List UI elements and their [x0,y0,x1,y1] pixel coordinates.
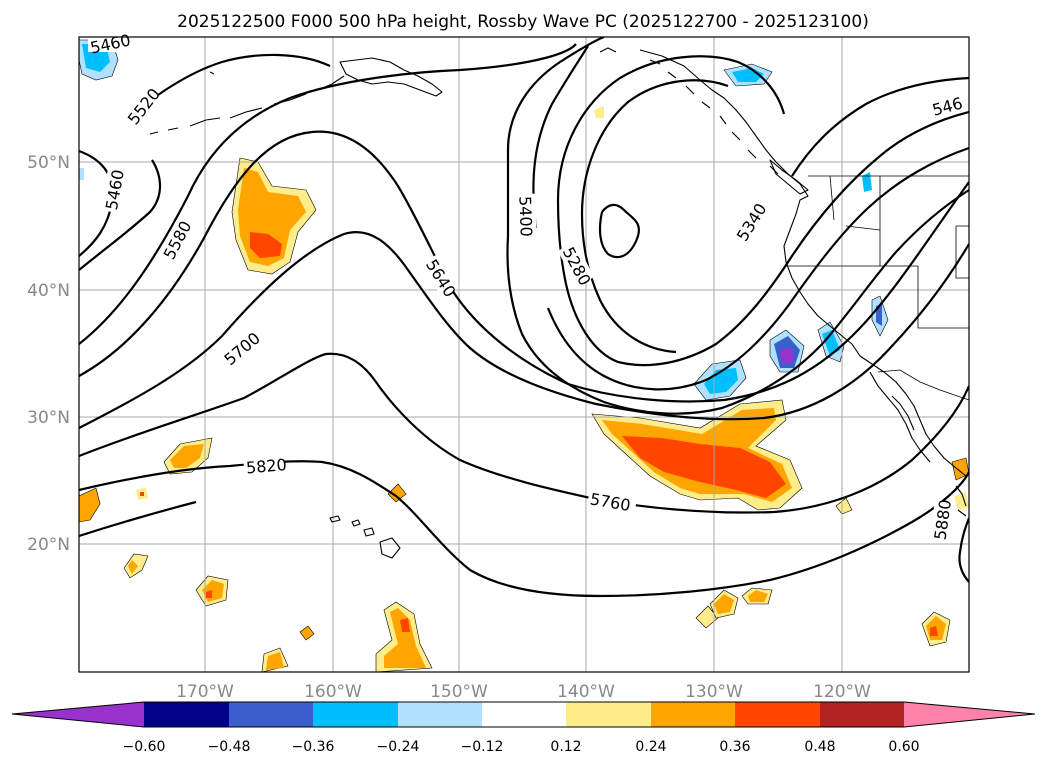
positive-anomaly-small-13 [835,497,853,515]
positive-anomaly-small-16 [594,106,604,118]
colorbar-swatch [735,702,820,727]
positive-anomaly-small-4 [387,483,407,503]
positive-anomaly-subtropical-core [622,436,786,498]
baja-coast [869,371,931,463]
positive-anomaly-small-5-core [128,560,138,574]
colorbar-tick-label: −0.12 [461,739,504,755]
negative-anomaly-7 [79,168,84,180]
positive-anomaly-aleutian-core [250,232,282,258]
gulf-of-alaska-coast [639,49,967,477]
positive-anomaly-small-12-core [748,590,768,602]
colorbar-tick-label: 0.12 [550,739,581,755]
positive-anomaly-small-6-dot [206,590,212,598]
colorbar-tick-label: 0.24 [635,739,666,755]
vancouver-island [769,159,809,195]
contour-inner-loop [598,203,640,259]
contour-5340 [556,55,969,367]
contour-5880-edge [79,500,969,583]
contour-5760 [79,352,969,514]
aleutian-islands [149,71,345,135]
lat-label-20n: 20°N [27,535,70,555]
colorbar-outline [11,701,1036,728]
state-borders [786,175,969,329]
negative-anomaly-3-core [822,330,840,356]
positive-anomaly-small-8-dot [400,618,410,632]
lon-label-120w: 120°W [813,682,871,702]
colorbar-swatch [482,702,566,727]
contour-label-5820: 5820 [245,455,287,477]
contour-5640 [79,130,969,403]
colorbar-tick-label: 0.36 [719,739,750,755]
colorbar-tick-label: −0.60 [123,739,166,755]
lat-label-40n: 40°N [27,281,70,301]
lon-label-160w: 160°W [304,682,362,702]
positive-anomaly-small-7 [299,625,315,641]
colorbar-swatch [313,702,398,727]
colorbar-swatch [398,702,482,727]
colorbar-extend-max [904,702,1035,727]
contour-5700 [79,231,969,429]
positive-anomaly-small-8-core [384,608,426,668]
colorbar: −0.60 −0.48 −0.36 −0.24 −0.12 0.12 0.24 … [11,701,1036,755]
negative-anomaly-2-core [780,348,794,364]
longitude-labels: 170°W 160°W 150°W 140°W 130°W 120°W [176,682,871,702]
hawaii-islands [329,515,401,559]
positive-anomaly-small-9-core [266,652,284,670]
lon-label-170w: 170°W [176,682,234,702]
negative-anomaly-6 [862,172,872,192]
alaska-peninsula-coast [339,57,443,97]
contour-label-5400: 5400 [515,196,535,237]
colorbar-tick-label: 0.60 [888,739,919,755]
lon-label-130w: 130°W [685,682,743,702]
lon-label-140w: 140°W [557,682,615,702]
colorbar-tick-label: −0.24 [377,739,420,755]
baja-south-coast [955,485,967,517]
colorbar-tick-label: 0.48 [804,739,835,755]
colorbar-extend-min [12,702,144,727]
negative-anomaly-1-core [704,368,738,394]
colorbar-tick-label: −0.36 [292,739,335,755]
positive-anomaly-small-2 [79,487,101,523]
figure-title: 2025122500 F000 500 hPa height, Rossby W… [177,12,869,32]
colorbar-swatch [651,702,735,727]
colorbar-swatch [566,702,651,727]
contour-5460-east [506,37,969,415]
colorbar-swatch [144,702,229,727]
positive-anomaly-small-17 [954,492,969,510]
anomaly-shading [79,39,969,672]
positive-anomaly-small-11-core [714,594,734,614]
positive-anomaly-small-1-core [170,444,204,468]
map-frame [78,36,970,673]
colorbar-tick-label: −0.48 [208,739,251,755]
contour-5280 [580,79,729,354]
latitude-labels: 50°N 40°N 30°N 20°N [27,153,70,555]
us-mexico-border [877,369,969,401]
positive-anomaly-small-14-dot [930,626,938,636]
lon-label-150w: 150°W [430,682,488,702]
political-borders [786,175,969,401]
height-contours [79,37,969,598]
contour-5580 [79,43,577,345]
gridlines [79,37,969,672]
positive-anomaly-small-10 [695,605,719,629]
coastlines [149,47,967,559]
contour-5400 [532,45,969,391]
positive-anomaly-small-3-core [140,492,144,496]
lat-label-50n: 50°N [27,153,70,173]
colorbar-swatch [820,702,904,727]
lat-label-30n: 30°N [27,408,70,428]
colorbar-swatch [229,702,313,727]
